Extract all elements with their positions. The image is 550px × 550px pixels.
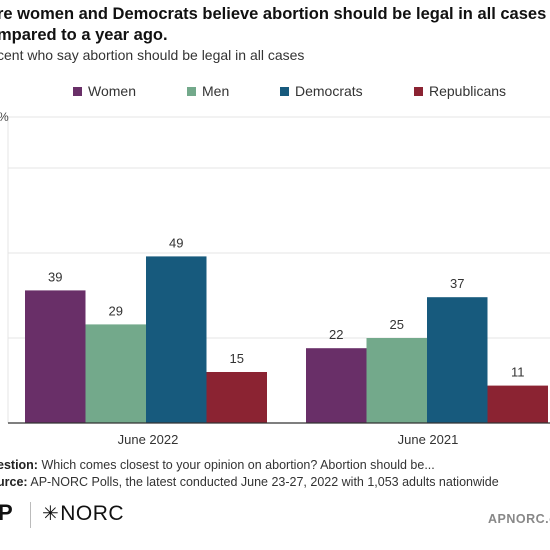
x-tick-label: June 2022	[118, 432, 179, 447]
bar-democrats-june-2022	[146, 256, 207, 423]
data-label: 49	[169, 235, 183, 250]
legend-item-men: Men	[187, 83, 229, 99]
footer-question-text: Which comes closest to your opinion on a…	[37, 458, 435, 472]
ap-logo: P	[0, 500, 13, 525]
bar-women-june-2021	[306, 348, 367, 423]
footer-question: estion: Which comes closest to your opin…	[0, 458, 435, 472]
legend-label-democrats: Democrats	[295, 83, 363, 99]
legend-item-republicans: Republicans	[414, 83, 506, 99]
site-url: APNORC.o	[488, 512, 550, 526]
bar-republicans-june-2022	[206, 372, 267, 423]
data-label: 37	[450, 276, 464, 291]
data-label: 39	[48, 269, 62, 284]
legend-swatch-women	[73, 86, 82, 96]
bar-republicans-june-2021	[487, 385, 548, 423]
bar-men-june-2021	[366, 338, 427, 423]
bar-women-june-2022	[25, 290, 86, 423]
chart-title-line-2: mpared to a year ago.	[0, 26, 168, 44]
logo-divider	[30, 502, 31, 528]
y-tick-label: %	[0, 110, 9, 124]
legend-swatch-republicans	[414, 86, 423, 96]
data-label: 25	[390, 317, 404, 332]
legend-swatch-men	[187, 86, 196, 96]
legend-swatch-democrats	[280, 86, 289, 96]
footer-source-text: AP-NORC Polls, the latest conducted June…	[27, 475, 499, 489]
norc-star-icon: ✳	[42, 503, 60, 525]
norc-logo: ✳NORC	[42, 501, 124, 526]
chart-title-line-1: re women and Democrats believe abortion …	[0, 5, 547, 23]
footer-question-label: estion:	[0, 458, 38, 472]
chart-legend: Women Men Democrats Republicans	[0, 83, 550, 101]
legend-item-democrats: Democrats	[280, 83, 363, 99]
bar-men-june-2022	[85, 324, 146, 423]
x-tick-label: June 2021	[398, 432, 459, 447]
data-label: 11	[511, 365, 525, 380]
legend-label-republicans: Republicans	[429, 83, 507, 99]
bar-democrats-june-2021	[427, 297, 488, 423]
legend-item-women: Women	[73, 83, 136, 99]
legend-label-men: Men	[202, 83, 230, 99]
footer-source-label: urce:	[0, 475, 28, 489]
data-label: 15	[230, 351, 244, 366]
data-label: 22	[329, 327, 343, 342]
legend-label-women: Women	[88, 83, 136, 99]
data-label: 29	[109, 303, 123, 318]
chart-subtitle: cent who say abortion should be legal in…	[0, 47, 305, 63]
norc-logo-text: NORC	[60, 502, 125, 525]
footer-source: urce: AP-NORC Polls, the latest conducte…	[0, 475, 499, 489]
